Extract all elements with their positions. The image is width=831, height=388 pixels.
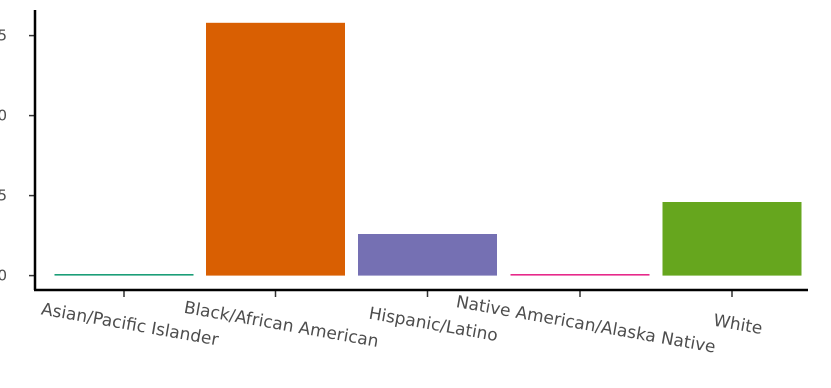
bar	[662, 202, 802, 276]
bar	[206, 22, 345, 276]
bars	[54, 22, 802, 276]
bar	[358, 234, 497, 276]
x-tick-label: White	[712, 311, 764, 339]
bar	[54, 274, 194, 276]
bar	[510, 274, 650, 276]
y-tick-label: 0	[0, 267, 7, 285]
y-tick-label: 5	[0, 27, 7, 45]
y-tick-label: 5	[0, 187, 7, 205]
y-tick-label: 0	[0, 107, 7, 125]
y-axis-ticks: 0 5 0 5	[0, 27, 35, 285]
